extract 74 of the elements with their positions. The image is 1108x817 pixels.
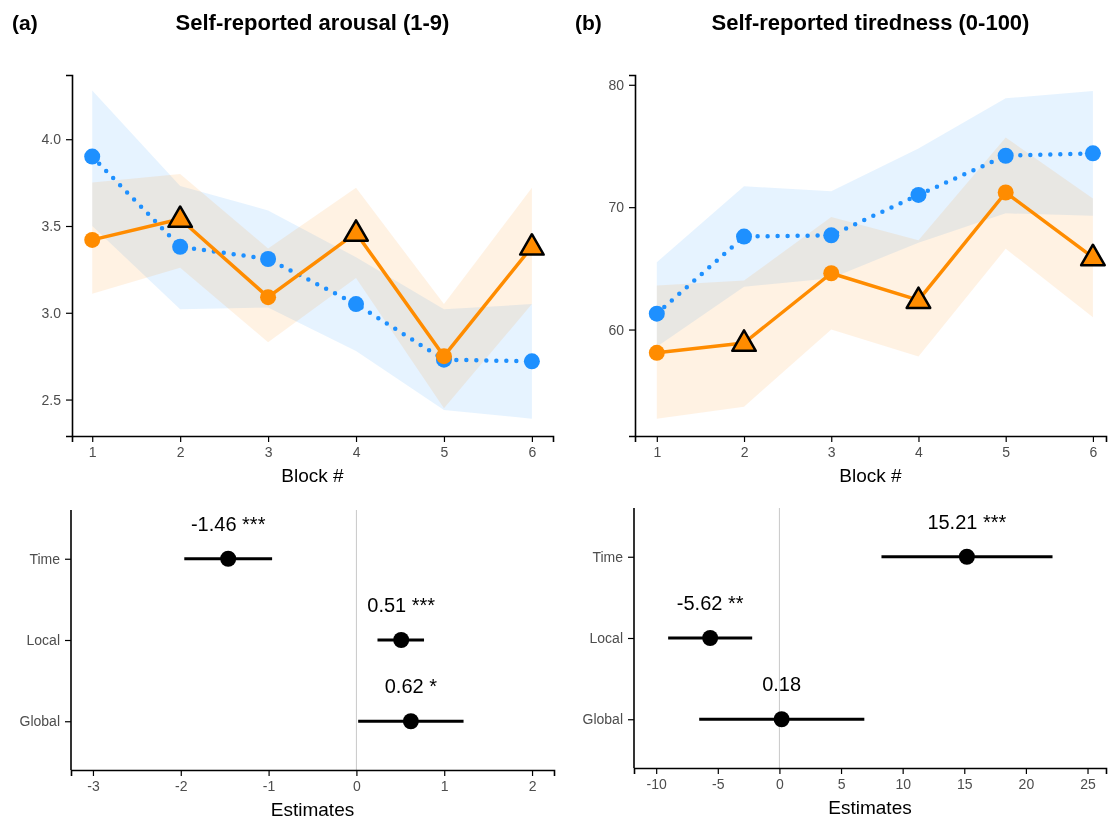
y-tick-label: 3.5 xyxy=(41,217,62,234)
data-label: 0.51 *** xyxy=(367,594,436,616)
point xyxy=(736,228,753,245)
chart-title: Self-reported tiredness (0-100) xyxy=(711,10,1030,35)
point xyxy=(648,305,665,322)
point xyxy=(997,147,1014,164)
x-tick-label: -1 xyxy=(262,777,276,794)
x-tick-label: 15 xyxy=(956,775,973,792)
data-label: -5.62 ** xyxy=(676,592,744,614)
x-tick-label: 2 xyxy=(176,443,185,460)
y-tick-label: 70 xyxy=(608,199,625,216)
point xyxy=(823,227,840,244)
x-tick-label: 20 xyxy=(1018,775,1035,792)
x-tick-label: 6 xyxy=(1089,443,1098,460)
point xyxy=(731,329,758,353)
x-tick-label: 2 xyxy=(740,443,749,460)
x-tick-label: 10 xyxy=(895,775,912,792)
y-tick-label: 3.0 xyxy=(41,304,62,321)
data-label: 0.62 * xyxy=(384,675,438,698)
x-axis-title: Block # xyxy=(281,465,345,486)
x-tick-label: 5 xyxy=(440,443,449,460)
point xyxy=(823,265,840,282)
x-tick-label: -10 xyxy=(646,775,668,792)
x-tick-label: 1 xyxy=(653,443,662,460)
x-tick-label: 5 xyxy=(1002,443,1011,460)
point xyxy=(260,250,277,267)
data-label: 15.21 *** xyxy=(927,510,1007,533)
chart-title: Self-reported arousal (1-9) xyxy=(175,10,450,35)
y-tick-label: Local xyxy=(26,631,60,648)
y-tick-label: Global xyxy=(19,713,60,730)
point xyxy=(260,289,277,306)
x-tick-label: 0 xyxy=(353,777,362,794)
point xyxy=(523,353,540,370)
point xyxy=(348,296,365,313)
y-tick-label: Global xyxy=(582,711,623,728)
data-label: -1.46 *** xyxy=(190,512,266,535)
x-tick-label: -5 xyxy=(712,775,725,792)
x-tick-label: 0 xyxy=(776,775,785,792)
point xyxy=(167,205,194,229)
y-tick-label: 2.5 xyxy=(41,391,62,408)
point xyxy=(648,344,665,361)
x-tick-label: -2 xyxy=(175,777,188,794)
x-tick-label: 3 xyxy=(264,443,273,460)
x-tick-label: 4 xyxy=(915,443,924,460)
y-tick-label: 80 xyxy=(608,76,625,93)
point xyxy=(343,219,370,242)
x-tick-label: 5 xyxy=(837,775,846,792)
x-axis-title: Estimates xyxy=(270,799,355,817)
x-axis-title: Estimates xyxy=(828,797,912,817)
x-tick-label: 3 xyxy=(827,443,836,460)
point xyxy=(997,184,1014,201)
point xyxy=(910,186,927,203)
y-tick-label: 60 xyxy=(608,321,625,338)
point xyxy=(84,148,101,165)
x-axis-title: Block # xyxy=(839,465,903,486)
x-tick-label: 25 xyxy=(1080,775,1097,792)
point xyxy=(905,286,932,310)
data-label: 0.18 xyxy=(762,673,802,696)
point xyxy=(1079,243,1106,267)
point xyxy=(84,231,101,248)
y-tick-label: Time xyxy=(29,550,61,567)
x-tick-label: 6 xyxy=(528,443,537,460)
x-tick-label: 1 xyxy=(440,777,449,794)
point xyxy=(1084,145,1101,162)
x-tick-label: -3 xyxy=(87,777,100,794)
x-tick-label: 2 xyxy=(528,777,537,794)
y-tick-label: 4.0 xyxy=(41,131,62,148)
x-tick-label: 4 xyxy=(352,443,361,460)
y-tick-label: Time xyxy=(592,548,624,565)
text: (a) xyxy=(12,11,38,34)
x-tick-label: 1 xyxy=(88,443,97,460)
y-tick-label: Local xyxy=(589,629,623,646)
text: (b) xyxy=(575,11,602,34)
point xyxy=(172,238,189,255)
